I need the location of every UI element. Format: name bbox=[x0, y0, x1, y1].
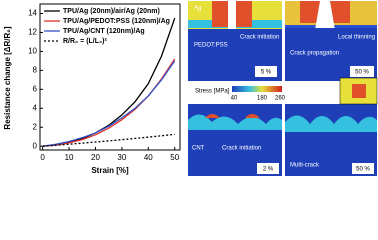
y-tick-label: 2 bbox=[33, 122, 38, 131]
x-axis-label: Strain [%] bbox=[91, 166, 129, 175]
panel: CNT Crack initiation 2 % bbox=[188, 104, 282, 176]
y-tick-label: 12 bbox=[28, 28, 37, 37]
y-tick-label: 0 bbox=[33, 141, 38, 150]
y-tick-label: 8 bbox=[33, 65, 38, 74]
legend-label: R/R₀ = (L/L₀)² bbox=[63, 38, 108, 45]
x-tick-label: 40 bbox=[144, 153, 153, 162]
panel-text: 2 % bbox=[263, 167, 274, 173]
colorbar-title: Stress [MPa] bbox=[195, 89, 230, 95]
plot-frame bbox=[39, 3, 181, 151]
y-axis-label: Resistance change [ΔR/R₀] bbox=[3, 26, 12, 129]
colorbar-tick: 260 bbox=[275, 96, 286, 102]
panel-text: Crack initiation bbox=[222, 146, 261, 152]
page: Resistance change [ΔR/R₀] Strain [%] Ag … bbox=[3, 1, 378, 176]
panel-text: PEDOT:PSS bbox=[194, 43, 228, 49]
figure: Resistance change [ΔR/R₀] Strain [%] Ag … bbox=[3, 1, 378, 176]
colorbar bbox=[232, 86, 282, 92]
x-tick-label: 0 bbox=[40, 153, 45, 162]
panel-text: 50 % bbox=[356, 167, 370, 173]
panel-text: CNT bbox=[192, 146, 205, 152]
panel-text: 50 % bbox=[355, 70, 369, 76]
series-line bbox=[42, 60, 176, 147]
x-tick-label: 50 bbox=[170, 153, 179, 162]
panel: Multi-crack 50 % bbox=[285, 77, 378, 176]
y-tick-label: 10 bbox=[28, 47, 37, 56]
y-tick-label: 6 bbox=[33, 84, 38, 93]
panel-text: Crack propagation bbox=[290, 51, 339, 57]
colorbar-tick: 180 bbox=[257, 96, 268, 102]
panel: Local thinning Crack propagation 50 % bbox=[285, 1, 377, 81]
legend-label: TPU/Ag (20nm)/air/Ag (20nm) bbox=[63, 8, 160, 15]
panel: Ag PEDOT:PSS Crack initiation 5 % bbox=[188, 1, 282, 81]
x-tick-label: 30 bbox=[117, 153, 126, 162]
series-line bbox=[42, 58, 176, 147]
x-tick-label: 10 bbox=[65, 153, 74, 162]
panel-text: Crack initiation bbox=[240, 35, 279, 41]
legend-label: TPU/Ag/PEDOT:PSS (120nm)/Ag bbox=[63, 18, 170, 25]
panel-text: Ag bbox=[194, 6, 201, 12]
panel-text: Local thinning bbox=[338, 35, 375, 41]
legend-label: TPU/Ag/CNT (120nm)/Ag bbox=[63, 28, 145, 35]
panel-text: 5 % bbox=[261, 70, 272, 76]
panel-text: Multi-crack bbox=[290, 163, 320, 169]
colorbar-tick: 40 bbox=[231, 96, 238, 102]
x-tick-label: 20 bbox=[91, 153, 100, 162]
y-tick-label: 14 bbox=[28, 9, 37, 18]
y-tick-label: 4 bbox=[33, 103, 38, 112]
